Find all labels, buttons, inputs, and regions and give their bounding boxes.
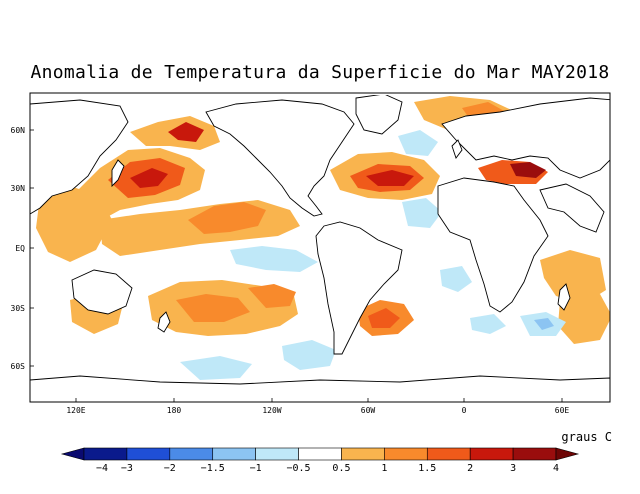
x-tick-label: 0 (462, 406, 467, 415)
continent-arabia-india (539, 183, 605, 233)
continent-asia-east (30, 99, 129, 215)
y-tick-label: EQ (15, 244, 25, 253)
colorbar-label: −3 (121, 463, 133, 474)
colorbar-label: 1 (381, 463, 387, 474)
continent-europe-asia (441, 97, 610, 179)
cool-anomaly-regions (180, 130, 566, 380)
continent-australia (71, 269, 133, 315)
colorbar-label: 3 (510, 463, 516, 474)
y-tick-label: 60S (11, 362, 26, 371)
continent-south-america (315, 221, 403, 355)
arctic-margin (30, 93, 610, 95)
continent-north-america (205, 99, 355, 217)
colorbar: −4 −3 −2 −1.5 −1 −0.5 0.5 1 1.5 2 3 4 (60, 447, 580, 474)
anomaly-patch-agulhas-core (534, 318, 554, 330)
y-tick-label: 60N (11, 126, 26, 135)
colorbar-high-arrow (555, 447, 580, 461)
x-tick-label: 120W (262, 406, 281, 415)
x-axis-ticks: 120E 180 120W 60W 0 60E (66, 398, 569, 415)
colorbar-swatch (126, 447, 171, 461)
colorbar-swatch (341, 447, 385, 461)
anomaly-patch-bering (168, 122, 204, 142)
colorbar-label: −2 (164, 463, 176, 474)
continent-greenland (355, 93, 403, 135)
island-japan (111, 159, 125, 188)
continent-africa (437, 177, 549, 313)
colorbar-swatch (212, 447, 256, 461)
island-madagascar (557, 283, 571, 311)
y-axis-ticks: 60N 30N EQ 30S 60S (11, 126, 34, 371)
colorbar-swatch (512, 447, 557, 461)
colorbar-swatch (384, 447, 428, 461)
colorbar-label: 2 (467, 463, 473, 474)
colorbar-label: 1.5 (418, 463, 436, 474)
colorbar-label: −0.5 (286, 463, 310, 474)
anomaly-patch-southern-ocean-cool (180, 356, 252, 380)
anomaly-patch-south-atlantic-cool (440, 266, 472, 292)
anomaly-patch-west-pacific (36, 186, 112, 262)
map-title: Anomalia de Temperatura da Superficie do… (30, 62, 610, 83)
y-tick-label: 30N (11, 184, 26, 193)
anomaly-patch-indian-ocean (540, 250, 606, 304)
anomaly-patch-eastern-pacific-cool (282, 340, 336, 370)
anomaly-patch-kuroshio-core (130, 168, 168, 188)
colorbar-swatch (469, 447, 514, 461)
y-tick-label: 30S (11, 304, 26, 313)
map-frame (29, 92, 611, 403)
colorbar-swatch (255, 447, 299, 461)
anomaly-patch-subtropical-pacific (188, 202, 266, 234)
colorbar-low-arrow (60, 447, 85, 461)
anomaly-patch-mediterranean-core (510, 162, 546, 178)
x-tick-label: 60E (555, 406, 570, 415)
coastlines (30, 93, 610, 402)
colorbar-label: −1.5 (201, 463, 225, 474)
anomaly-patch-tropical-pacific-cool (230, 246, 318, 272)
anomaly-patch-southern-indian-cool (470, 314, 506, 334)
colorbar-swatch (169, 447, 214, 461)
x-tick-label: 180 (167, 406, 182, 415)
colorbar-units: graus C (561, 430, 612, 444)
colorbar-swatch (426, 447, 471, 461)
x-tick-label: 60W (361, 406, 376, 415)
colorbar-label: 4 (553, 463, 559, 474)
anomaly-patch-north-atlantic-cool (398, 130, 438, 156)
anomaly-patch-gulf-stream (366, 170, 414, 186)
map-body (30, 93, 610, 402)
anomaly-patch-brazil-malvinas (368, 308, 400, 328)
anomaly-patch-tropical-atlantic-cool (402, 198, 442, 228)
colorbar-label: −1 (250, 463, 262, 474)
colorbar-label: 0.5 (332, 463, 350, 474)
colorbar-label: −4 (96, 463, 108, 474)
anomaly-patch-south-pacific-core (176, 294, 250, 322)
colorbar-swatch (298, 447, 342, 461)
continent-antarctica (30, 375, 610, 402)
island-uk (451, 139, 463, 159)
island-new-zealand (157, 311, 171, 333)
colorbar-swatch (83, 447, 128, 461)
warm-anomaly-regions (36, 96, 610, 344)
anomaly-patch-east-pacific-south (248, 284, 296, 308)
x-tick-label: 120E (66, 406, 85, 415)
anomaly-patch-south-indian (558, 294, 610, 344)
